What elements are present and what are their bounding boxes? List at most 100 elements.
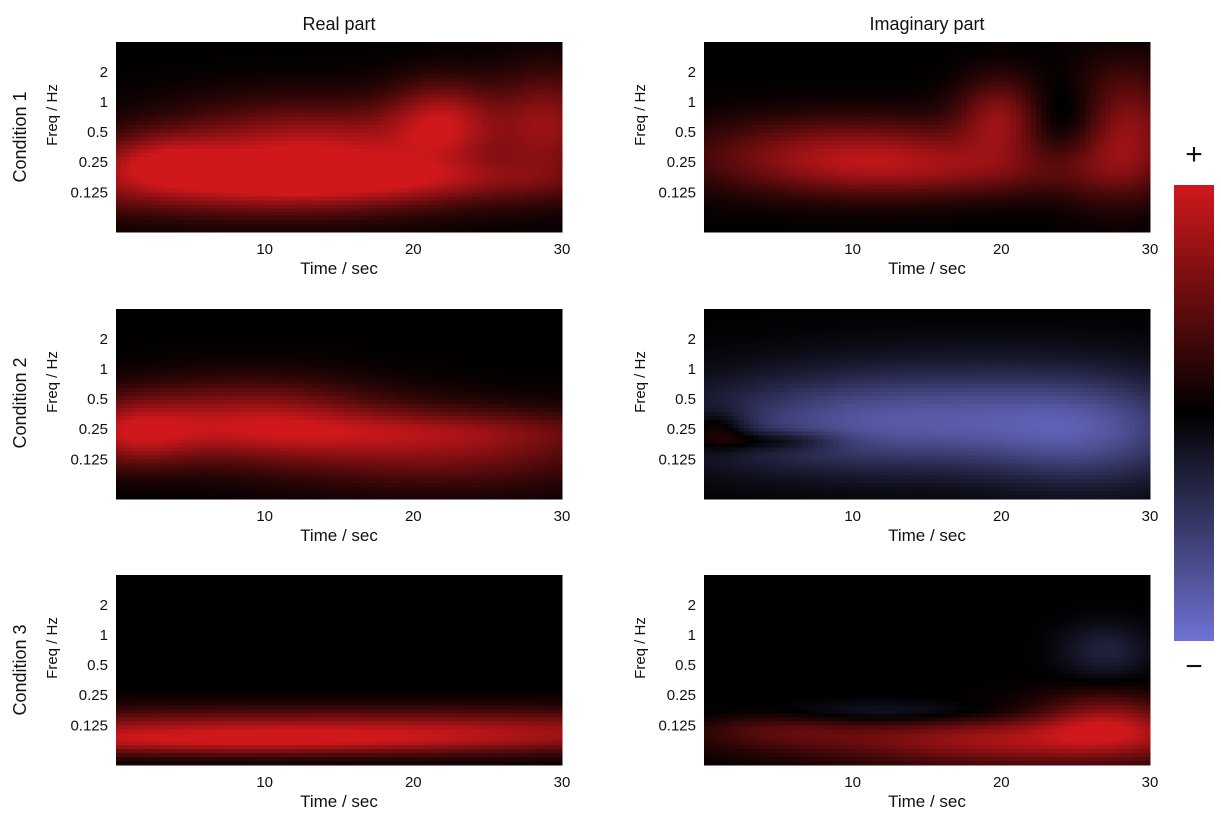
heatmap-cell: [438, 184, 444, 190]
heatmap-cell: [487, 212, 494, 217]
heatmap-cell: [527, 192, 533, 197]
heatmap-cell: [185, 101, 191, 106]
heatmap-cell: [145, 228, 152, 233]
heatmap-cell: [527, 212, 533, 217]
heatmap-cell: [259, 49, 266, 55]
heatmap-cell: [408, 57, 414, 63]
heatmap-cell: [487, 208, 494, 213]
heatmap-cell: [299, 101, 305, 106]
heatmap-cell: [254, 65, 261, 71]
heatmap-cell: [215, 164, 221, 170]
heatmap-cell: [215, 188, 221, 194]
heatmap-cell: [205, 113, 211, 118]
heatmap-cell: [368, 220, 375, 225]
heatmap-cell: [383, 133, 390, 138]
heatmap-cell: [502, 204, 509, 209]
heatmap-cell: [388, 152, 395, 158]
heatmap-cell: [269, 216, 276, 221]
heatmap-cell: [116, 77, 122, 83]
heatmap-cell: [279, 117, 286, 122]
heatmap-cell: [497, 109, 504, 114]
heatmap-cell: [190, 208, 196, 213]
heatmap-cell: [358, 168, 365, 174]
heatmap-cell: [418, 113, 424, 118]
heatmap-cell: [358, 156, 365, 162]
heatmap-cell: [477, 228, 484, 233]
heatmap-cell: [175, 65, 182, 71]
heatmap-cell: [738, 69, 745, 75]
heatmap-cell: [532, 81, 538, 87]
heatmap-cell: [299, 85, 305, 91]
heatmap-cell: [135, 93, 142, 99]
heatmap-cell: [798, 42, 804, 47]
heatmap-cell: [165, 89, 172, 95]
heatmap-cell: [175, 200, 182, 205]
heatmap-cell: [165, 184, 172, 190]
heatmap-cell: [423, 77, 429, 83]
heatmap-cell: [160, 105, 167, 110]
heatmap-cell: [195, 133, 201, 138]
heatmap-cell: [398, 152, 405, 158]
heatmap-cell: [155, 180, 162, 186]
heatmap-cell: [358, 61, 365, 67]
heatmap-cell: [803, 45, 809, 51]
heatmap-cell: [373, 133, 380, 138]
heatmap-cell: [378, 42, 385, 47]
heatmap-cell: [294, 61, 300, 67]
heatmap-cell: [383, 109, 390, 114]
heatmap-cell: [837, 42, 844, 47]
heatmap-cell: [373, 45, 380, 51]
heatmap-cell: [319, 176, 325, 182]
heatmap-cell: [477, 125, 484, 130]
heatmap-cell: [708, 57, 715, 63]
heatmap-cell: [497, 49, 504, 55]
heatmap-cell: [210, 93, 216, 99]
heatmap-cell: [353, 144, 360, 150]
heatmap-cell: [130, 228, 137, 233]
heatmap-cell: [388, 129, 395, 134]
heatmap-cell: [343, 148, 350, 154]
heatmap-cell: [220, 156, 226, 162]
heatmap-cell: [120, 152, 127, 158]
heatmap-cell: [200, 121, 206, 126]
heatmap-cell: [220, 121, 226, 126]
heatmap-cell: [507, 53, 514, 59]
heatmap-cell: [946, 49, 953, 55]
heatmap-cell: [190, 176, 196, 182]
heatmap-cell: [467, 212, 474, 217]
heatmap-cell: [200, 160, 206, 166]
heatmap-cell: [907, 65, 913, 71]
heatmap-cell: [125, 168, 132, 174]
heatmap-cell: [507, 180, 514, 186]
heatmap-cell: [339, 188, 345, 194]
heatmap-cell: [537, 156, 543, 162]
heatmap-cell: [210, 89, 216, 95]
heatmap-cell: [220, 65, 226, 71]
heatmap-cell: [358, 85, 365, 91]
heatmap-cell: [557, 224, 563, 229]
heatmap-cell: [462, 204, 469, 209]
heatmap-cell: [348, 93, 355, 99]
heatmap-cell: [200, 125, 206, 130]
heatmap-cell: [225, 164, 231, 170]
heatmap-cell: [433, 69, 439, 75]
heatmap-cell: [130, 42, 137, 47]
heatmap-cell: [423, 208, 429, 213]
heatmap-cell: [185, 188, 191, 194]
heatmap-cell: [195, 57, 201, 63]
heatmap-cell: [438, 77, 444, 83]
heatmap-cell: [239, 228, 246, 233]
heatmap-cell: [130, 105, 137, 110]
heatmap-cell: [443, 172, 449, 178]
heatmap-cell: [135, 101, 142, 106]
heatmap-cell: [244, 172, 251, 178]
heatmap-cell: [423, 85, 429, 91]
heatmap-cell: [1055, 49, 1062, 55]
heatmap-cell: [259, 53, 266, 59]
heatmap-cell: [388, 144, 395, 150]
heatmap-cell: [552, 208, 558, 213]
heatmap-cell: [413, 180, 419, 186]
heatmap-cell: [1125, 61, 1131, 67]
heatmap-cell: [180, 85, 186, 91]
heatmap-cell: [175, 140, 182, 146]
